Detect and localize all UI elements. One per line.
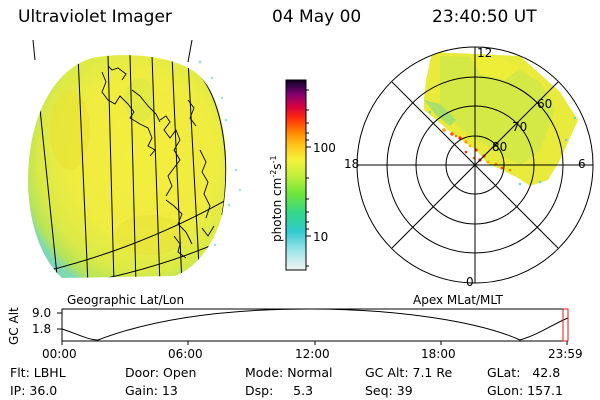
instrument-title: Ultraviolet Imager [18,7,172,27]
status-dsp: Dsp: 5.3 [245,383,314,398]
status-ip: IP: 36.0 [10,383,58,398]
mlt-label-6: 6 [578,157,586,171]
mlt-label-18: 18 [344,157,360,171]
date-label: 04 May 00 [272,7,362,27]
status-seq: Seq: 39 [365,383,413,398]
status-gc-alt: GC Alt: 7.1 Re [365,365,453,380]
altitude-tick-high: 9.0 [32,306,52,320]
lat-label-80: 80 [492,140,508,154]
status-glon: GLon: 157.1 [487,383,563,398]
time-tick-2: 12:00 [295,347,330,361]
lat-label-60: 60 [537,97,553,111]
time-tick-3: 18:00 [421,347,456,361]
time-tick-1: 06:00 [168,347,203,361]
altitude-tick-low: 1.8 [32,322,52,336]
apex-caption: Apex MLat/MLT [413,293,503,307]
geographic-image [28,39,242,279]
status-flt: Flt: LBHL [10,365,66,380]
altitude-axis-label: GC Alt [7,307,21,345]
status-mode: Mode: Normal [245,365,333,380]
status-gain: Gain: 13 [125,383,178,398]
colorbar-unit-s: s [270,163,284,170]
colorbar-exp1: -2 [269,169,278,178]
polar-plot [356,46,594,284]
colorbar-tick-10: 10 [313,230,329,244]
colorbar-tick-100: 100 [313,141,336,155]
status-glat: GLat: 42.8 [487,365,561,380]
colorbar-exp2: -1 [269,155,278,164]
altitude-plot [57,308,569,345]
time-label: 23:40:50 UT [432,7,537,27]
time-tick-4: 23:59 [548,347,583,361]
lat-label-70: 70 [512,120,528,134]
colorbar-label: photon cm-2s-1 [269,155,284,242]
time-tick-0: 00:00 [42,347,77,361]
colorbar [285,79,311,271]
mlt-label-12: 12 [477,46,493,60]
geographic-caption: Geographic Lat/Lon [67,293,185,307]
colorbar-unit: photon cm [270,177,284,242]
mlt-label-0: 0 [466,275,474,289]
status-door: Door: Open [125,365,197,380]
